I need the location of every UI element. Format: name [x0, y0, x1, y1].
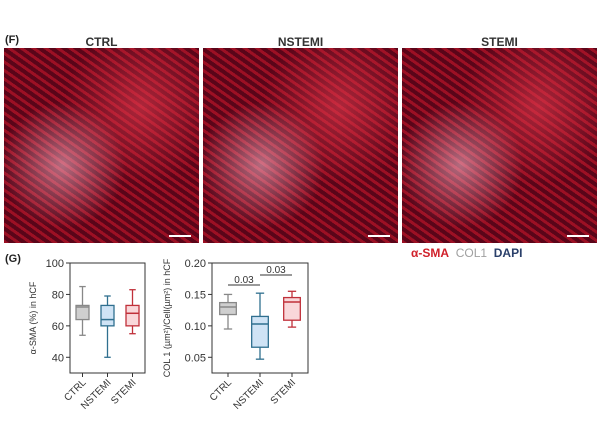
p-value-label: 0.03	[234, 275, 254, 286]
legend-asma: α-SMA	[411, 246, 450, 260]
x-tick-label: CTRL	[208, 377, 235, 404]
stain-legend: α-SMA COL1 DAPI	[411, 246, 522, 260]
micrograph-ctrl	[4, 48, 199, 243]
image-title-nstemi: NSTEMI	[277, 35, 324, 49]
y-tick-label: 80	[52, 289, 64, 301]
y-tick-label: 40	[52, 352, 64, 364]
x-tick-label: STEMI	[269, 377, 298, 406]
y-axis-label: α-SMA (%) in hCF	[28, 281, 38, 354]
y-tick-label: 60	[52, 321, 64, 333]
scale-bar	[169, 235, 191, 237]
scale-bar	[567, 235, 589, 237]
y-tick-label: 0.15	[185, 289, 206, 301]
box-nstemi	[100, 304, 115, 327]
p-value-label: 0.03	[266, 265, 286, 276]
x-tick-label: STEMI	[109, 377, 138, 406]
x-tick-label: NSTEMI	[232, 377, 266, 411]
y-tick-label: 0.20	[185, 258, 206, 270]
scale-bar	[368, 235, 390, 237]
y-tick-label: 100	[46, 258, 64, 270]
box-ctrl	[219, 301, 237, 316]
box-stemi	[283, 296, 301, 321]
axes-frame	[211, 262, 309, 374]
box-nstemi	[251, 315, 269, 348]
panel-g-label: (G)	[5, 253, 21, 265]
y-tick-label: 0.10	[185, 321, 206, 333]
image-title-ctrl: CTRL	[85, 35, 118, 49]
legend-col1: COL1	[455, 246, 488, 260]
legend-dapi: DAPI	[493, 246, 523, 260]
box-stemi	[125, 304, 140, 327]
axes-frame	[69, 262, 146, 374]
panel-f-label: (F)	[5, 34, 20, 46]
micrograph-stemi	[402, 48, 597, 243]
image-title-stemi: STEMI	[481, 35, 518, 49]
box-ctrl	[75, 304, 90, 321]
y-axis-label: COL 1 (µm²)/Cell(µm²) in hCF	[162, 258, 172, 377]
micrograph-nstemi	[203, 48, 398, 243]
y-tick-label: 0.05	[185, 352, 206, 364]
